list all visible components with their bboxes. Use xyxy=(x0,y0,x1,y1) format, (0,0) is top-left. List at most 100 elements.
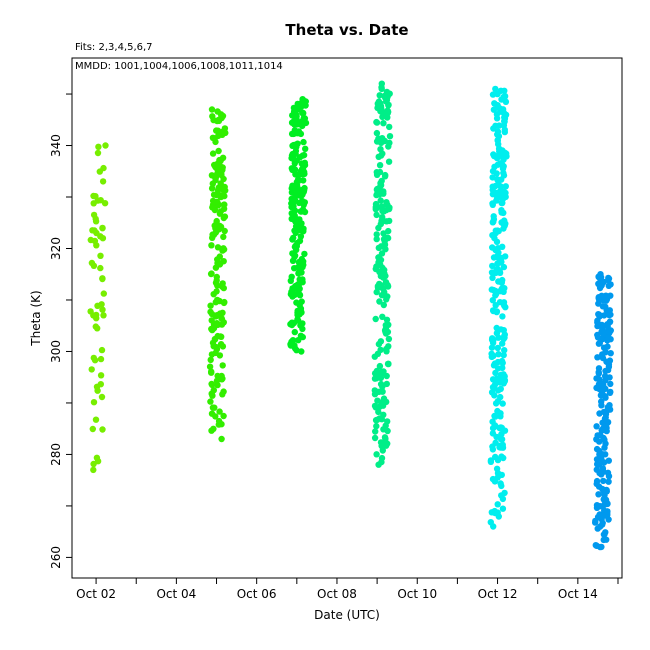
data-point xyxy=(88,366,95,373)
data-point xyxy=(593,466,600,473)
data-point xyxy=(375,244,382,252)
data-point xyxy=(214,296,221,304)
data-point xyxy=(213,277,220,284)
data-point xyxy=(499,444,507,451)
data-point xyxy=(296,292,304,299)
data-point xyxy=(209,180,216,187)
data-point xyxy=(97,372,105,379)
y-tick-label: 300 xyxy=(49,340,63,363)
data-point xyxy=(492,182,499,190)
data-point xyxy=(208,369,215,376)
data-point xyxy=(599,303,607,310)
data-point xyxy=(499,340,506,347)
data-point xyxy=(295,176,302,183)
data-point xyxy=(490,106,498,113)
data-point xyxy=(493,197,500,204)
data-point xyxy=(301,170,308,178)
data-point xyxy=(207,356,214,364)
data-point xyxy=(501,217,508,224)
data-point xyxy=(213,312,221,319)
data-point xyxy=(219,362,226,369)
data-point xyxy=(100,312,107,319)
data-point xyxy=(211,222,218,229)
data-point xyxy=(376,162,384,169)
data-point xyxy=(501,427,509,434)
data-point xyxy=(376,362,384,370)
data-point xyxy=(380,285,387,292)
data-point xyxy=(373,211,380,219)
data-point xyxy=(379,388,386,395)
data-point xyxy=(502,183,509,190)
series-oct-06 xyxy=(287,96,310,355)
data-point xyxy=(294,100,301,108)
data-point xyxy=(296,170,303,178)
data-point xyxy=(376,104,384,112)
data-point xyxy=(97,355,105,363)
data-point xyxy=(209,150,217,157)
data-point xyxy=(492,291,500,298)
data-point xyxy=(377,197,384,204)
data-point xyxy=(287,321,294,328)
data-point xyxy=(385,102,392,109)
data-point xyxy=(377,261,384,269)
data-point xyxy=(499,199,506,207)
data-point xyxy=(386,133,394,140)
data-point xyxy=(594,461,601,468)
data-point xyxy=(488,350,495,357)
data-point xyxy=(213,343,220,351)
data-point xyxy=(291,328,298,336)
data-point xyxy=(487,519,494,526)
data-point xyxy=(292,218,299,225)
data-point xyxy=(214,108,221,115)
data-point xyxy=(498,453,505,460)
data-point xyxy=(377,439,385,446)
data-point xyxy=(208,410,216,417)
data-point xyxy=(501,331,508,338)
data-point xyxy=(287,341,294,348)
data-point xyxy=(376,298,383,305)
x-tick-label: Oct 14 xyxy=(558,587,598,601)
data-point xyxy=(500,95,507,102)
data-point xyxy=(385,227,392,235)
data-point xyxy=(291,227,298,234)
data-point xyxy=(373,118,380,126)
data-point xyxy=(373,231,380,238)
data-point xyxy=(499,505,507,512)
data-point xyxy=(216,210,224,217)
data-point xyxy=(380,120,387,127)
data-point xyxy=(492,453,499,461)
data-point xyxy=(607,292,614,299)
data-point xyxy=(490,254,498,261)
data-point xyxy=(379,402,387,409)
data-point xyxy=(500,209,507,217)
data-point xyxy=(217,223,225,231)
data-point xyxy=(372,315,379,323)
data-point xyxy=(375,408,382,416)
data-point xyxy=(214,244,222,251)
y-tick-label: 280 xyxy=(49,443,63,466)
data-point xyxy=(373,451,380,458)
data-point xyxy=(373,288,380,296)
data-point xyxy=(379,447,386,454)
data-point xyxy=(604,419,612,426)
data-point xyxy=(297,130,305,138)
data-point xyxy=(488,336,496,343)
data-point xyxy=(498,482,505,490)
data-point xyxy=(93,242,100,249)
data-point xyxy=(602,349,609,356)
data-point xyxy=(496,122,503,129)
data-point xyxy=(599,519,606,527)
data-point xyxy=(213,320,221,327)
data-point xyxy=(218,333,225,340)
data-point xyxy=(378,458,385,466)
data-point xyxy=(602,385,609,392)
data-point xyxy=(297,332,305,339)
data-point xyxy=(371,391,379,398)
data-point xyxy=(384,427,391,435)
data-point xyxy=(292,150,299,157)
data-point xyxy=(220,412,227,420)
data-point xyxy=(89,425,97,433)
data-point xyxy=(490,151,497,158)
data-point xyxy=(208,325,215,333)
